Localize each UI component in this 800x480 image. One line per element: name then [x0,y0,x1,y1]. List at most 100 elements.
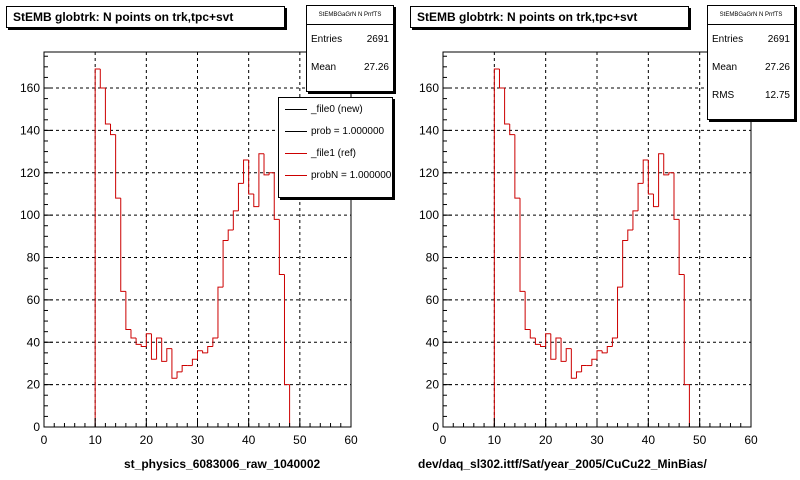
histogram-bin [120,198,126,292]
legend-label: probN = 1.000000 [311,169,392,181]
histogram-bin [125,291,131,331]
x-tick-label: 50 [693,433,707,447]
histogram-bin [683,274,690,386]
histogram-bin [632,210,639,230]
histogram-bin [171,348,178,379]
right-stats-value: 27.26 [764,61,790,73]
histogram-bin [161,338,167,362]
histogram-bin [258,153,265,207]
left-stats-value: 2691 [366,33,389,45]
left-stats-label: Mean [311,61,337,73]
y-tick-label: 120 [419,166,439,180]
y-tick-label: 0 [33,420,40,434]
x-tick-label: 10 [88,433,102,447]
histogram-bin [237,182,244,211]
series-0 [443,68,751,428]
histogram-bin [140,344,147,347]
right-stats-row-entries: Entries 2691 [708,25,794,53]
x-tick-label: 20 [539,433,553,447]
histogram-bin [529,329,536,339]
y-tick-label: 160 [20,81,40,95]
histogram-bin [278,219,285,275]
histogram-bin [509,124,515,136]
y-tick-label: 160 [419,81,439,95]
histogram-bin [207,345,213,353]
x-tick-label: 30 [590,433,604,447]
histogram-bin [545,333,551,347]
histogram-panel-2: 0 10 20 30 40 50 60 0 20 40 60 80 100 120 140 160 [419,51,758,447]
left-stats-box: StEMBGaGrN N PrrfTS Entries 2691 Mean 27… [306,5,394,92]
histogram-bin [253,193,259,208]
right-stats-label: Entries [712,33,744,45]
y-tick-label: 140 [20,123,40,137]
histogram-bin [289,384,295,428]
y-tick-label: 80 [27,251,41,265]
histogram-bin [156,337,162,360]
histogram-bin [540,344,546,347]
histogram-bin [575,371,582,379]
right-xlabel: dev/daq_sl302.ittf/Sat/year_2005/CuCu22_… [418,457,707,471]
right-stats-label: RMS [712,89,735,101]
legend-line-icon [285,130,307,132]
histogram-bin [283,274,290,386]
histogram-bin [550,333,556,360]
right-stats-row-rms: RMS 12.75 [708,81,794,109]
y-tick-label: 140 [419,123,439,137]
histogram-bin [150,333,157,360]
histogram-bin [658,153,664,207]
y-tick-label: 100 [20,208,40,222]
histogram-bin [202,350,208,354]
y-tick-label: 20 [426,378,440,392]
x-tick-label: 40 [242,433,256,447]
histogram-bin [212,337,218,347]
histogram-bin [273,172,280,220]
x-tick-label: 30 [191,433,205,447]
histogram-bin [197,350,203,360]
histogram-panel-1: 0 10 20 30 40 50 60 0 20 40 60 80 100 120 140 160 [20,51,358,447]
right-stats-value: 12.75 [764,89,790,101]
y-tick-label: 0 [432,420,439,434]
histogram-bin [504,88,510,125]
x-tick-label: 0 [440,433,447,447]
histogram-bin [176,371,183,379]
left-legend: _file0 (new) prob = 1.000000 _file1 (ref… [278,97,393,198]
histogram-bin [181,365,188,372]
histogram-bin [166,348,172,362]
legend-entry: _file1 (ref) [279,142,392,164]
legend-line-icon [285,108,307,110]
left-stats-label: Entries [311,33,343,45]
legend-label: _file0 (new) [311,103,363,115]
histogram-bin [227,229,234,241]
histogram-bin [555,337,562,360]
histogram-bin [565,348,572,362]
histogram-bin [591,358,597,366]
histogram-bin [611,337,618,347]
left-stats-row-mean: Mean 27.26 [307,53,393,81]
histogram-bin [581,365,587,372]
histogram-bin [222,240,229,288]
histogram-bin [678,219,685,275]
legend-line-icon [285,174,307,176]
x-tick-label: 60 [344,433,358,447]
histogram-bin [248,160,254,195]
legend-label: _file1 (ref) [311,147,357,159]
histogram-bin [232,210,239,230]
histogram-bin [524,291,531,331]
histogram-bin [673,172,680,220]
right-stats-box: StEMBGaGrN N PrrfTS Entries 2691 Mean 27… [707,5,795,120]
histogram-bin [135,338,142,345]
right-title: StEMB globtrk: N points on trk,tpc+svt [410,6,689,28]
left-xlabel: st_physics_6083006_raw_1040002 [124,457,321,471]
x-tick-label: 40 [642,433,656,447]
y-tick-label: 40 [426,335,440,349]
histogram-bin [263,153,270,176]
legend-entry: probN = 1.000000 [279,164,392,186]
histogram-bin [688,384,695,428]
histogram-bin [493,68,500,427]
x-tick-label: 50 [293,433,307,447]
y-tick-label: 60 [27,293,41,307]
x-tick-label: 60 [744,433,758,447]
histogram-bin [191,358,198,366]
left-stats-row-entries: Entries 2691 [307,25,393,53]
